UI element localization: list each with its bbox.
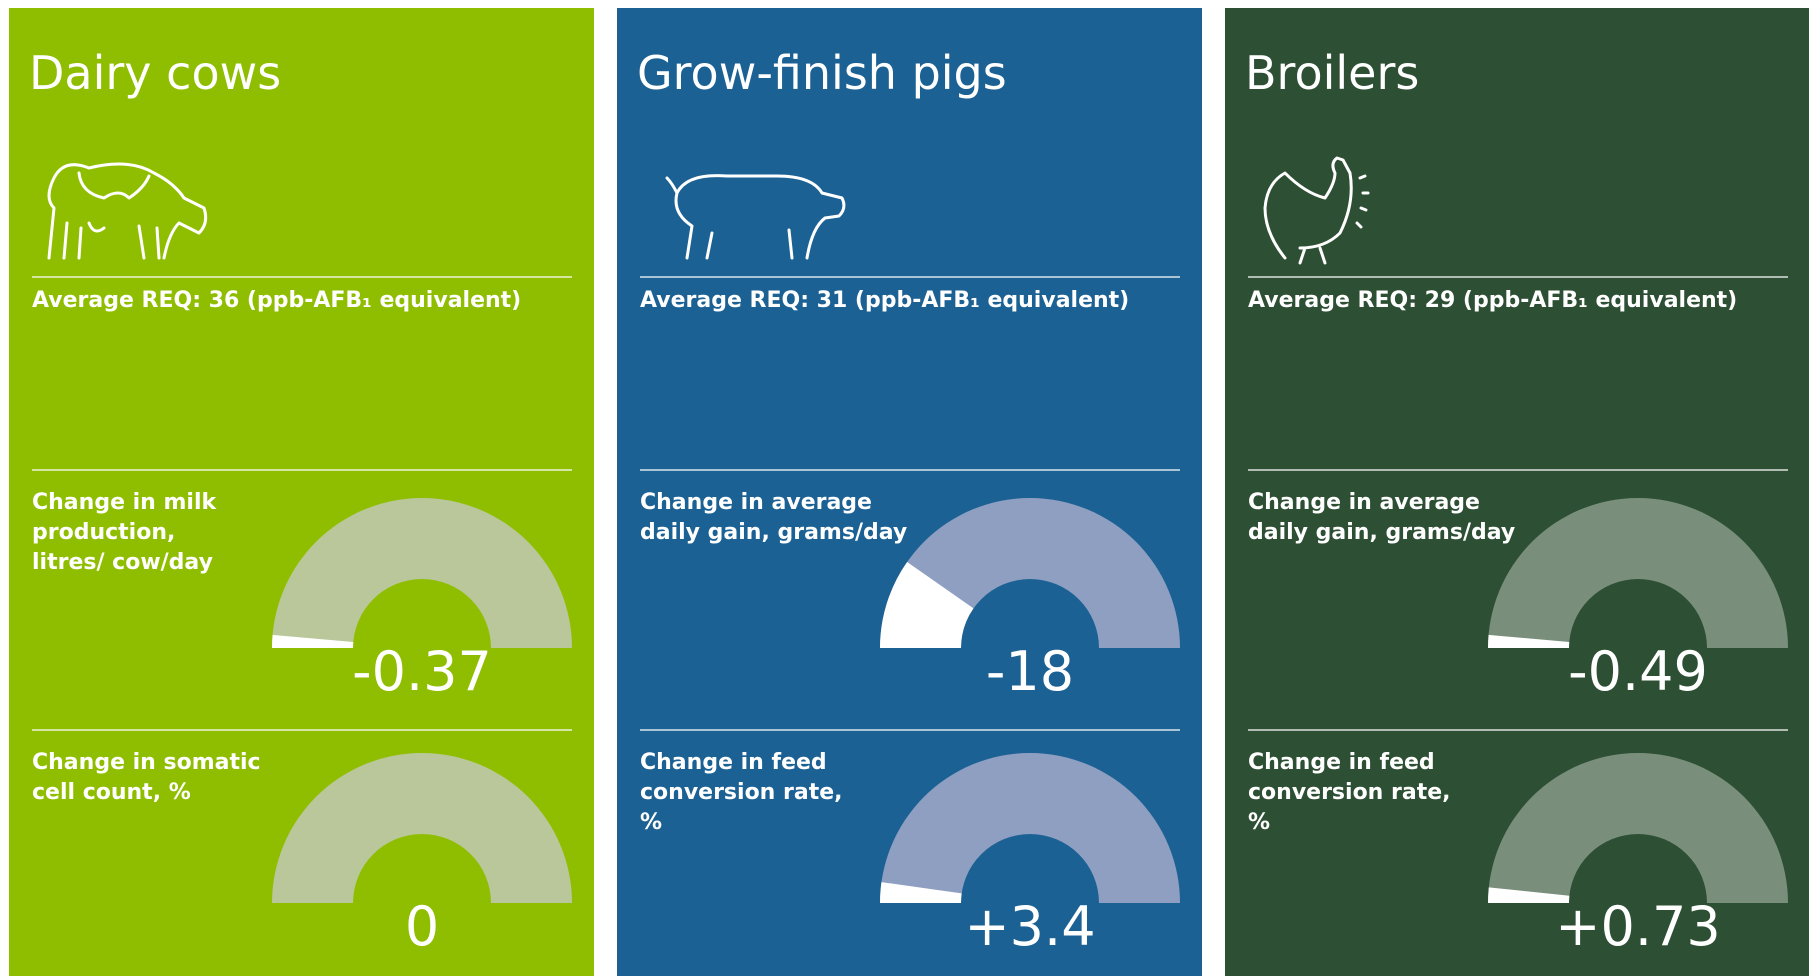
panel: -0.49 +0.73 Broilers Average REQ: 29 (ppb-A… [1225, 8, 1809, 976]
gauge-value [1488, 634, 1570, 648]
panel-graphics: -0.49 +0.73 [1248, 156, 1788, 958]
gauge-value-label: +3.4 [964, 895, 1095, 958]
gauge-value [880, 561, 974, 648]
gauge-arc [880, 753, 1180, 903]
gauge-arc [1488, 753, 1788, 903]
gauge-value-label: 0 [405, 895, 439, 958]
metric-label: Change in feed conversion rate, % [640, 750, 843, 835]
panel: -0.37 0 Dairy cows Average REQ: 36 (ppb-AFB… [9, 8, 594, 976]
metric-label: Change in average daily gain, grams/day [1248, 490, 1516, 545]
gauge-value [880, 882, 962, 903]
gauge-value-label: +0.73 [1555, 895, 1720, 958]
gauge-value-label: -0.49 [1568, 640, 1708, 703]
panel-title: Grow-finish pigs [637, 46, 1007, 100]
panel-title: Broilers [1245, 46, 1420, 100]
req-label: Average REQ: 31 (ppb-AFB₁ equivalent) [640, 288, 1130, 313]
metric-label: Change in feed conversion rate, % [1248, 750, 1451, 835]
animal-icon [1263, 156, 1370, 265]
metric-label: Change in milk production, litres/ cow/d… [32, 490, 217, 575]
gauge-value [1488, 887, 1570, 903]
gauge-value-label: -18 [986, 640, 1074, 703]
req-label: Average REQ: 29 (ppb-AFB₁ equivalent) [1248, 288, 1738, 313]
gauge-arc [272, 753, 572, 903]
animal-icon [665, 174, 846, 260]
metric-label: Change in average daily gain, grams/day [640, 490, 908, 545]
panel-graphics: -18 +3.4 [640, 174, 1180, 958]
panel-graphics: -0.37 0 [32, 162, 572, 958]
gauge-value [272, 634, 354, 648]
metric-label: Change in somatic cell count, % [32, 750, 261, 805]
animal-icon [47, 162, 208, 260]
panel-title: Dairy cows [29, 46, 282, 100]
gauge-arc [272, 498, 572, 648]
req-label: Average REQ: 36 (ppb-AFB₁ equivalent) [32, 288, 522, 313]
gauge-value-label: -0.37 [352, 640, 492, 703]
panel: -18 +3.4 Grow-finish pigs Average REQ: 31 (… [617, 8, 1202, 976]
gauge-arc [1488, 498, 1788, 648]
